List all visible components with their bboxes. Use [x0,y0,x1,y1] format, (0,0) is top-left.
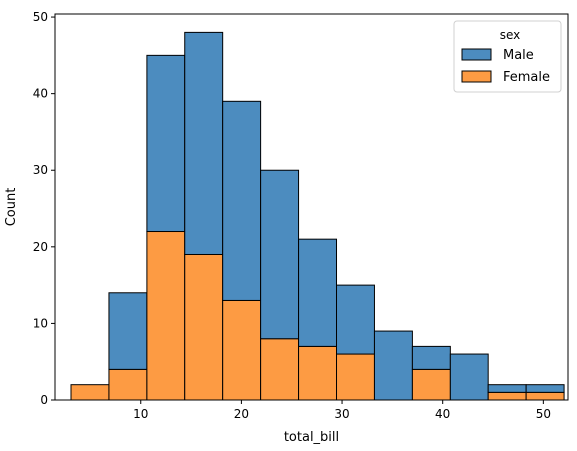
bars-group [70,31,565,401]
bar-male [298,238,338,347]
bar-male [184,31,224,255]
x-tick-label: 30 [334,407,349,421]
y-tick-label: 0 [40,393,48,407]
bar-male [373,330,413,401]
y-axis-label: Count [4,188,19,227]
x-tick-label: 10 [133,407,148,421]
x-axis-ticks: 10 20 30 40 50 [133,400,551,421]
bar-male [108,292,148,370]
x-axis-label: total_bill [284,430,339,445]
bar-male [336,284,375,355]
bar-male [525,384,565,393]
y-axis-ticks: 0 10 20 30 40 50 [33,10,55,407]
bar-female [260,338,300,401]
bar-female [184,253,224,401]
bar-female [411,368,451,401]
bar-female [525,391,565,401]
bar-male [260,169,300,340]
legend-label-male: Male [503,48,534,63]
x-tick-label: 20 [234,407,249,421]
bar-female [336,353,375,401]
bar-male [487,384,527,393]
bar-male [222,100,262,301]
bar-male [411,345,451,370]
bar-female [108,368,148,401]
legend-swatch-female [461,70,492,83]
bar-male [146,54,186,233]
bar-female [298,345,338,401]
legend-title: sex [500,28,521,42]
bar-female [487,391,527,401]
x-tick-label: 50 [536,407,551,421]
legend-label-female: Female [503,70,550,85]
bar-male [449,353,489,401]
y-tick-label: 50 [33,10,48,24]
legend: sex Male Female [453,20,562,93]
bar-female [70,384,110,401]
y-tick-label: 20 [33,240,48,254]
bar-female [222,299,262,401]
plot-frame [54,13,569,401]
y-tick-label: 30 [33,163,48,177]
x-tick-label: 40 [435,407,450,421]
y-tick-label: 40 [33,87,48,101]
legend-swatch-male [461,48,492,61]
bar-female [146,231,186,401]
y-tick-label: 10 [33,316,48,330]
